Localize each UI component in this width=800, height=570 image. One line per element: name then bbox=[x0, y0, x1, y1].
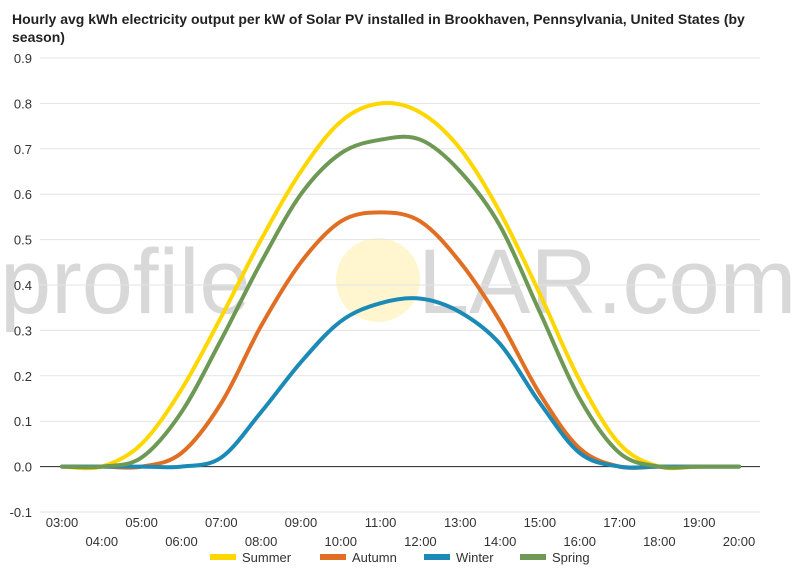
x-tick-label: 15:00 bbox=[524, 515, 557, 530]
series-line-spring bbox=[60, 134, 741, 470]
y-tick-label: 0.3 bbox=[14, 323, 32, 338]
series-line-summer bbox=[60, 101, 741, 471]
x-tick-label: 12:00 bbox=[404, 534, 437, 549]
y-tick-label: 0.6 bbox=[14, 187, 32, 202]
legend-swatch-summer bbox=[210, 554, 236, 560]
x-axis: 03:00 04:00 05:00 06:00 07:00 08:00 09:00 10:00… bbox=[46, 515, 756, 549]
x-tick-label: 16:00 bbox=[563, 534, 596, 549]
series-lines bbox=[60, 101, 741, 471]
x-tick-label: 19:00 bbox=[683, 515, 716, 530]
x-tick-label: 14:00 bbox=[484, 534, 517, 549]
grid bbox=[40, 57, 760, 513]
legend-swatch-winter bbox=[424, 554, 450, 560]
y-tick-label: 0.4 bbox=[14, 278, 32, 293]
y-tick-label: -0.1 bbox=[10, 505, 32, 520]
y-axis: -0.1 0.0 0.1 0.2 0.3 0.4 0.5 0.6 0.7 0.8 0.9 bbox=[10, 51, 32, 520]
y-tick-label: 0.5 bbox=[14, 233, 32, 248]
watermark: profile LAR.com bbox=[0, 231, 796, 333]
x-tick-label: 20:00 bbox=[723, 534, 756, 549]
y-tick-label: 0.9 bbox=[14, 51, 32, 66]
x-tick-label: 09:00 bbox=[285, 515, 318, 530]
x-tick-label: 06:00 bbox=[165, 534, 198, 549]
series-line-winter bbox=[60, 296, 741, 470]
legend: Summer Autumn Winter Spring bbox=[210, 550, 590, 565]
x-tick-label: 13:00 bbox=[444, 515, 477, 530]
x-tick-label: 03:00 bbox=[46, 515, 79, 530]
x-tick-label: 17:00 bbox=[603, 515, 636, 530]
y-tick-label: 0.8 bbox=[14, 96, 32, 111]
watermark-right: LAR.com bbox=[418, 231, 796, 333]
x-tick-label: 10:00 bbox=[324, 534, 357, 549]
legend-label-autumn: Autumn bbox=[352, 550, 397, 565]
y-tick-label: 0.0 bbox=[14, 460, 32, 475]
legend-swatch-spring bbox=[520, 554, 546, 560]
x-tick-label: 18:00 bbox=[643, 534, 676, 549]
y-tick-label: 0.7 bbox=[14, 142, 32, 157]
legend-label-summer: Summer bbox=[242, 550, 292, 565]
y-tick-label: 0.2 bbox=[14, 369, 32, 384]
chart-title: Hourly avg kWh electricity output per kW… bbox=[12, 11, 745, 45]
x-tick-label: 05:00 bbox=[125, 515, 158, 530]
y-tick-label: 0.1 bbox=[14, 414, 32, 429]
x-tick-label: 11:00 bbox=[365, 515, 397, 530]
legend-swatch-autumn bbox=[320, 554, 346, 560]
watermark-left: profile bbox=[0, 231, 251, 333]
x-tick-label: 07:00 bbox=[205, 515, 238, 530]
watermark-sun-icon bbox=[336, 238, 420, 322]
x-tick-label: 08:00 bbox=[245, 534, 278, 549]
legend-label-spring: Spring bbox=[552, 550, 590, 565]
legend-label-winter: Winter bbox=[456, 550, 494, 565]
x-tick-label: 04:00 bbox=[86, 534, 119, 549]
